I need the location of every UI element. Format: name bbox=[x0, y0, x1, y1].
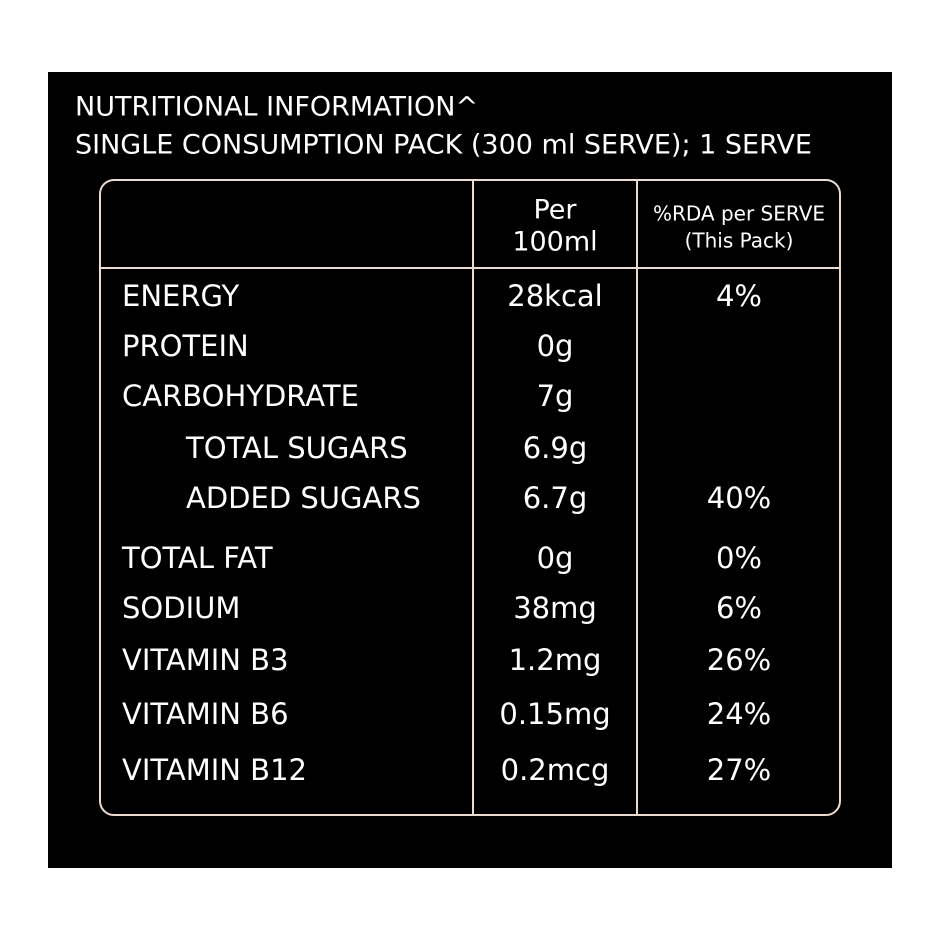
per-100ml-value: 38mg bbox=[513, 591, 597, 625]
column-header: 100ml bbox=[512, 227, 597, 258]
per-100ml-value: 0g bbox=[537, 541, 574, 575]
rda-value: 4% bbox=[716, 279, 762, 313]
nutrient-label: TOTAL SUGARS bbox=[185, 431, 408, 465]
title-line: SINGLE CONSUMPTION PACK (300 ml SERVE); … bbox=[75, 130, 812, 161]
table-border bbox=[99, 179, 841, 816]
nutrient-label: ENERGY bbox=[122, 279, 240, 313]
nutrient-label: VITAMIN B12 bbox=[122, 753, 307, 787]
rda-value: 0% bbox=[716, 541, 762, 575]
background bbox=[48, 72, 892, 868]
column-header: %RDA per SERVE bbox=[653, 202, 825, 226]
per-100ml-value: 6.7g bbox=[523, 481, 588, 515]
per-100ml-value: 6.9g bbox=[523, 431, 588, 465]
per-100ml-value: 0.2mcg bbox=[501, 753, 610, 787]
rda-value: 24% bbox=[707, 697, 771, 731]
per-100ml-value: 7g bbox=[537, 379, 574, 413]
per-100ml-value: 0g bbox=[537, 329, 574, 363]
rda-value: 6% bbox=[716, 591, 762, 625]
nutrient-label: PROTEIN bbox=[122, 329, 249, 363]
per-100ml-value: 1.2mg bbox=[509, 643, 602, 677]
rda-value: 27% bbox=[707, 753, 771, 787]
per-100ml-value: 0.15mg bbox=[499, 697, 610, 731]
nutrient-label: CARBOHYDRATE bbox=[122, 379, 359, 413]
title-line: NUTRITIONAL INFORMATION^ bbox=[75, 92, 478, 123]
nutrient-label: SODIUM bbox=[122, 591, 240, 625]
nutrient-label: TOTAL FAT bbox=[121, 541, 273, 575]
column-header: Per bbox=[533, 195, 577, 226]
nutrient-label: ADDED SUGARS bbox=[186, 481, 421, 515]
nutrient-label: VITAMIN B3 bbox=[122, 643, 289, 677]
rda-value: 26% bbox=[707, 643, 771, 677]
rda-value: 40% bbox=[707, 481, 771, 515]
per-100ml-value: 28kcal bbox=[507, 279, 602, 313]
nutrient-label: VITAMIN B6 bbox=[122, 697, 289, 731]
column-header: (This Pack) bbox=[685, 229, 794, 253]
